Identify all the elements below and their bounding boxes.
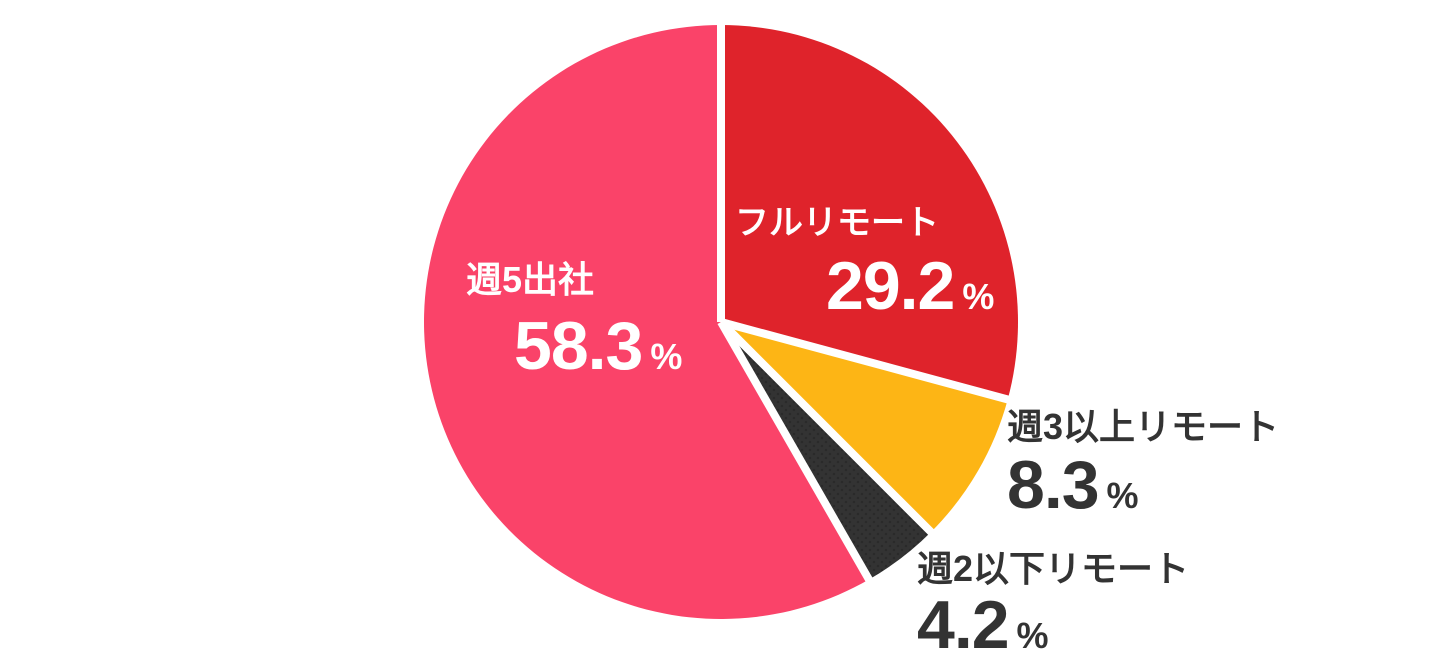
percent-sign: % — [650, 336, 683, 377]
slice-separator — [718, 319, 937, 538]
slice-value-week5-office: 58.3 % — [514, 312, 682, 380]
slice-percent-number: 4.2 — [917, 587, 1010, 663]
slice-value-week3plus-remote: 8.3 % — [1007, 451, 1279, 519]
pie-slice-3 — [423, 25, 869, 619]
slice-percent-number: 8.3 — [1007, 447, 1100, 523]
slice-percent-number: 58.3 — [514, 308, 643, 384]
percent-sign: % — [962, 276, 995, 317]
label-week3plus-remote: 週3以上リモート 8.3 % — [1007, 406, 1280, 520]
label-week5-office: 週5出社 58.3 % — [466, 259, 682, 381]
label-full-remote: フルリモート 29.2 % — [735, 206, 994, 320]
slice-value-week2less-remote: 4.2 % — [917, 591, 1189, 659]
pie-slice-1 — [721, 322, 1008, 533]
slice-name-week3plus-remote: 週3以上リモート — [1007, 406, 1280, 447]
pie-slice-2 — [721, 322, 932, 580]
slice-name-full-remote: フルリモート — [735, 204, 939, 242]
percent-sign: % — [1016, 615, 1049, 656]
slice-separator — [717, 320, 875, 585]
slice-separator — [719, 318, 1013, 405]
slice-percent-number: 29.2 — [826, 248, 955, 324]
label-week2less-remote: 週2以下リモート 4.2 % — [917, 548, 1190, 660]
pie-slice-0 — [721, 25, 1019, 400]
slice-value-full-remote: 29.2 % — [826, 252, 994, 320]
percent-sign: % — [1106, 475, 1139, 516]
slice-name-week2less-remote: 週2以下リモート — [917, 548, 1190, 589]
slice-separators — [717, 21, 1013, 585]
pie-slices — [423, 25, 1019, 619]
slice-name-week5-office: 週5出社 — [466, 259, 595, 300]
